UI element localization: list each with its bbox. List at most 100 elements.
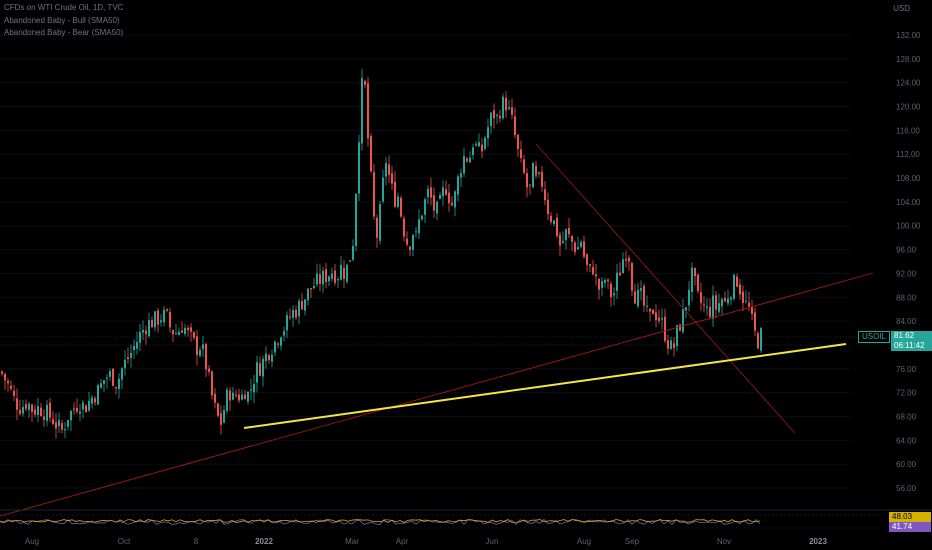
candle-body	[316, 273, 318, 285]
candle-body	[106, 377, 108, 379]
candle-body	[751, 307, 753, 315]
candle-body	[157, 310, 159, 325]
candle-body	[394, 181, 396, 207]
candle-body	[151, 319, 153, 328]
candle-body	[307, 288, 309, 301]
candle-body	[223, 409, 225, 423]
price-tick-label: 92.00	[896, 269, 917, 278]
candle-body	[646, 305, 648, 307]
candle-body	[694, 267, 696, 277]
candle-body	[34, 409, 36, 415]
currency-label[interactable]: USD	[893, 4, 910, 13]
candle-body	[88, 400, 90, 411]
candle-body	[229, 390, 231, 401]
candle-body	[676, 325, 678, 347]
candle-body	[388, 164, 390, 175]
candle-body	[661, 318, 663, 320]
candle-body	[412, 234, 414, 250]
candle-body	[61, 423, 63, 430]
candle-body	[73, 408, 75, 410]
candle-body	[76, 408, 78, 412]
candle-body	[100, 383, 102, 388]
candle-body	[715, 295, 717, 310]
candle-body	[313, 285, 315, 289]
candle-body	[214, 393, 216, 403]
candle-body	[397, 196, 399, 207]
candle-body	[538, 172, 540, 174]
candle-body	[550, 215, 552, 222]
price-tick-label: 88.00	[896, 293, 917, 302]
candle-body	[103, 380, 105, 384]
candle-body	[253, 384, 255, 393]
candle-body	[280, 337, 282, 346]
candle-body	[115, 386, 117, 389]
candle-body	[433, 195, 435, 211]
price-tick-label: 84.00	[896, 317, 917, 326]
indicator-bull-label[interactable]: Abandoned Baby - Bull (SMA50)	[4, 16, 120, 25]
candle-body	[406, 238, 408, 245]
time-tick-label: 2023	[809, 537, 827, 546]
candle-body	[391, 173, 393, 184]
candle-body	[262, 358, 264, 377]
chart-grid	[0, 34, 858, 489]
time-tick-label: Jun	[486, 537, 499, 546]
candle-body	[553, 220, 555, 224]
candle-body	[595, 274, 597, 277]
candle-body	[265, 353, 267, 361]
candle-body	[145, 330, 147, 335]
candle-body	[283, 331, 285, 336]
candle-body	[373, 172, 375, 217]
candle-body	[448, 192, 450, 204]
candle-body	[466, 158, 468, 162]
candle-body	[259, 363, 261, 376]
candle-body	[385, 163, 387, 177]
candle-body	[127, 356, 129, 360]
red-rising-trendline	[0, 272, 874, 517]
candle-body	[529, 184, 531, 186]
candle-body	[625, 258, 627, 261]
candle-body	[43, 416, 45, 420]
time-tick-label: Nov	[717, 537, 731, 546]
candle-body	[547, 199, 549, 215]
candle-body	[13, 390, 15, 396]
candle-body	[667, 340, 669, 349]
candle-body	[754, 312, 756, 331]
price-tick-label: 100.00	[896, 222, 921, 231]
candle-body	[355, 193, 357, 247]
candle-body	[169, 312, 171, 328]
candle-body	[322, 270, 324, 285]
candle-body	[118, 378, 120, 389]
last-price-tag: 81.62	[891, 331, 932, 341]
candle-body	[232, 392, 234, 400]
candle-body	[730, 297, 732, 300]
candle-body	[16, 398, 18, 410]
candle-body	[487, 127, 489, 139]
trendlines[interactable]	[0, 143, 874, 517]
candle-body	[664, 316, 666, 341]
price-tick-label: 64.00	[896, 436, 917, 445]
time-tick-label: 8	[194, 537, 199, 546]
candle-body	[430, 187, 432, 198]
candle-body	[544, 189, 546, 201]
candle-body	[499, 116, 501, 119]
candle-body	[748, 302, 750, 307]
candle-body	[319, 274, 321, 284]
candle-body	[256, 362, 258, 383]
candle-body	[568, 227, 570, 235]
candle-body	[325, 269, 327, 282]
candle-body	[640, 288, 642, 291]
candle-body	[697, 274, 699, 291]
candle-body	[190, 327, 192, 332]
candle-body	[163, 309, 165, 323]
candle-body	[745, 300, 747, 302]
red-falling-trendline	[535, 143, 796, 434]
candle-body	[148, 320, 150, 337]
candle-body	[670, 340, 672, 349]
candle-body	[706, 306, 708, 308]
candle-body	[637, 289, 639, 307]
indicator-bear-label[interactable]: Abandoned Baby - Bear (SMA50)	[4, 28, 124, 37]
candle-body	[289, 316, 291, 318]
candle-body	[472, 147, 474, 155]
candle-body	[376, 217, 378, 238]
